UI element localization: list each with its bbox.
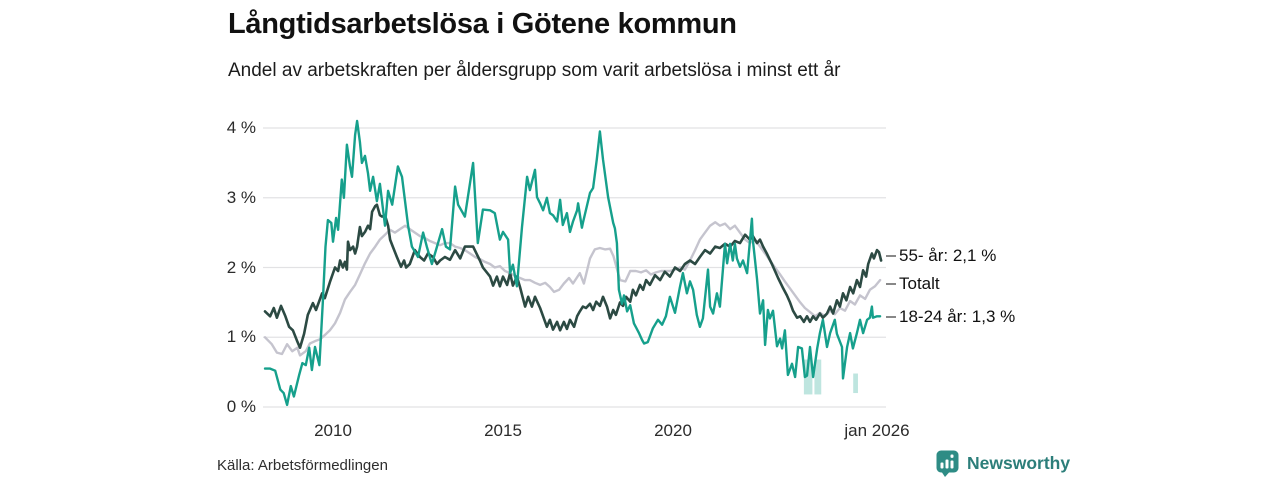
y-tick-4: 4 %: [226, 118, 256, 137]
series-label-18-24-ar: 18-24 år: 1,3 %: [899, 307, 1016, 326]
newsworthy-logo-icon: [936, 450, 960, 477]
x-tick-2010: 2010: [314, 421, 352, 440]
series-line-totalt: [263, 220, 882, 357]
y-tick-2: 2 %: [226, 258, 256, 277]
series-line-55-r: [263, 203, 883, 350]
series-label-55-ar: 55- år: 2,1 %: [899, 246, 997, 265]
page-title: Långtidsarbetslösa i Götene kommun: [228, 8, 737, 40]
uncertainty-band-0: [803, 359, 813, 395]
x-tick-jan-2026: jan 2026: [844, 421, 910, 440]
x-tick-2020: 2020: [654, 421, 692, 440]
chart-subtitle: Andel av arbetskraften per åldersgrupp s…: [228, 60, 841, 81]
series-line-18-24-r: [263, 119, 882, 407]
newsworthy-branding: Newsworthy: [936, 450, 1070, 477]
uncertainty-band-2: [853, 373, 858, 394]
source-note: Källa: Arbetsförmedlingen: [217, 457, 388, 474]
uncertainty-band-1: [814, 359, 822, 395]
series-label-totalt: Totalt: [899, 274, 940, 293]
y-tick-1: 1 %: [226, 327, 256, 346]
y-tick-3: 3 %: [226, 188, 256, 207]
x-tick-2015: 2015: [484, 421, 522, 440]
newsworthy-wordmark: Newsworthy: [967, 453, 1071, 473]
y-tick-0: 0 %: [226, 397, 256, 416]
